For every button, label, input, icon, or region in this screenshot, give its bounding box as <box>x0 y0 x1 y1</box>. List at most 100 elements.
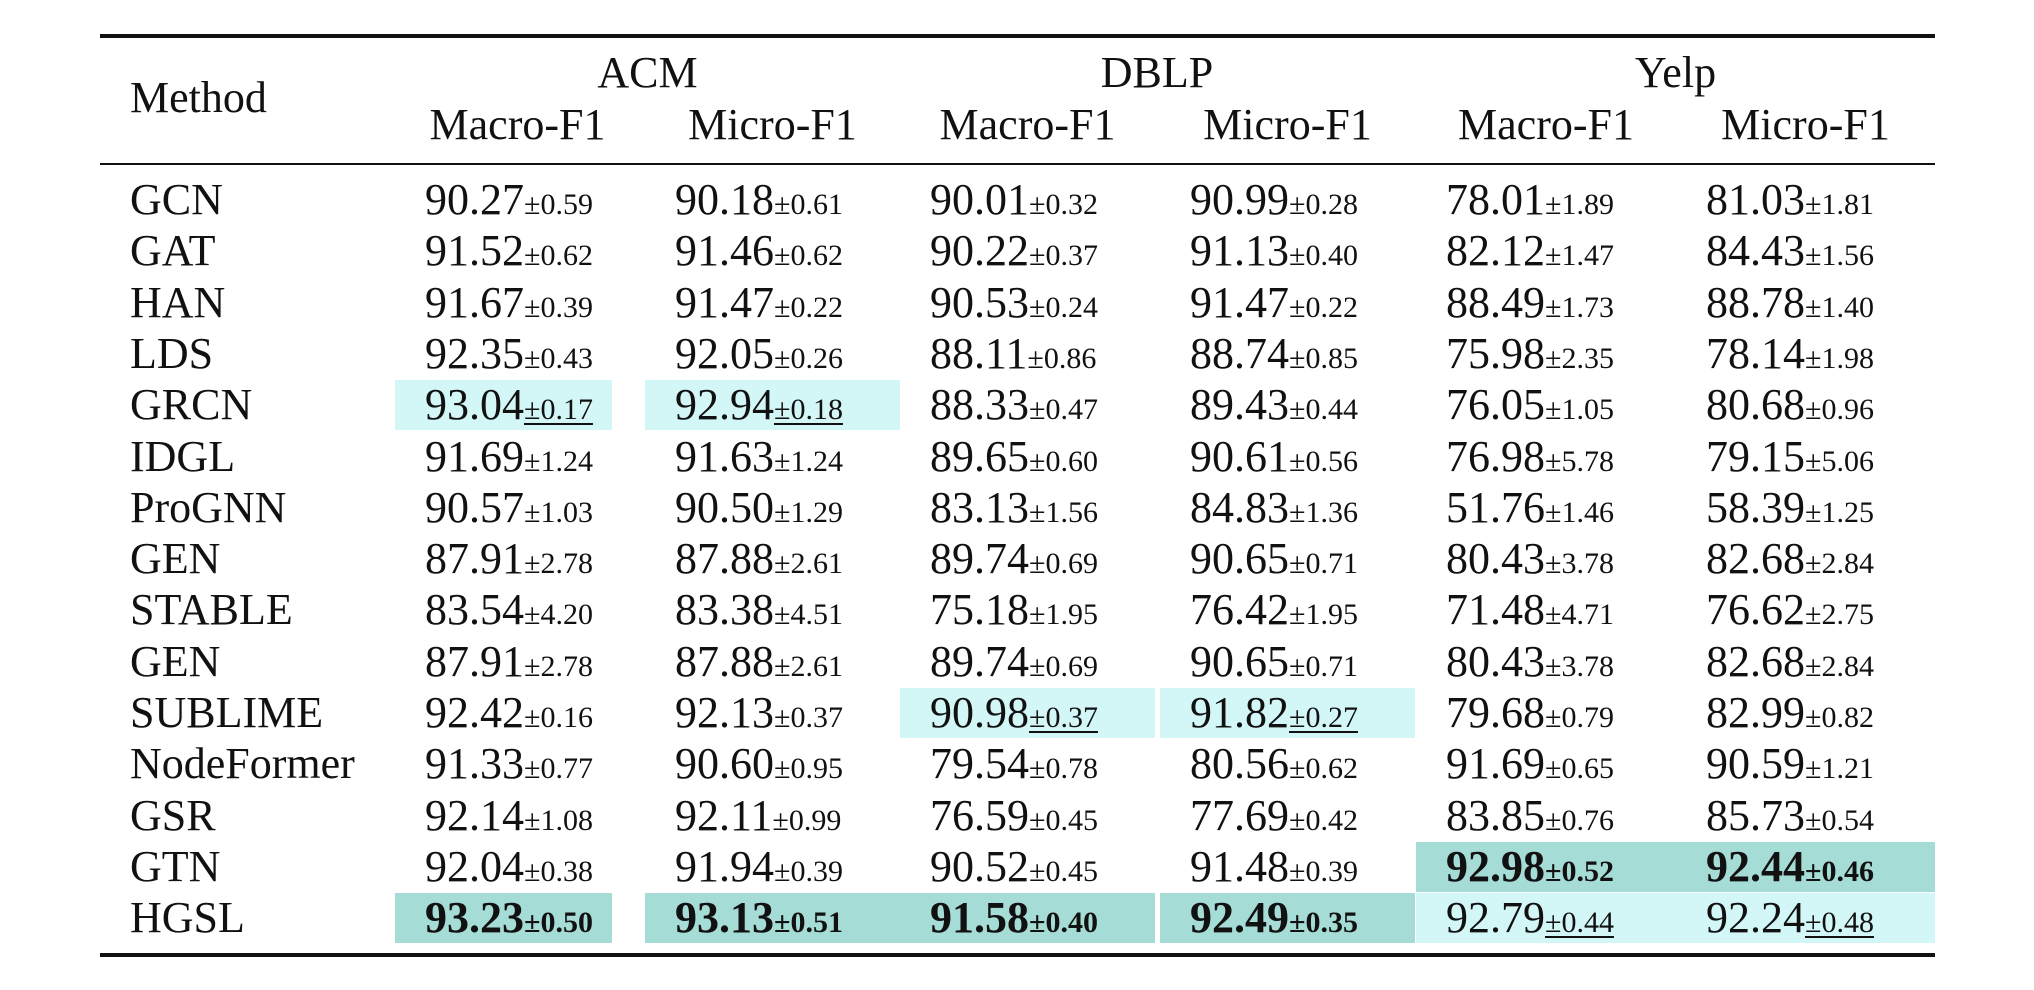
cell-dblp-micro: 89.43±0.44 <box>1160 380 1415 430</box>
cell-std: ±0.45 <box>1029 803 1098 837</box>
cell-value: 84.83 <box>1190 482 1289 532</box>
method-name: GEN <box>130 636 221 686</box>
cell-value: 88.11 <box>930 328 1028 378</box>
cell-std: ±0.51 <box>774 906 843 940</box>
cell-yelp-macro: 80.43±3.78 <box>1416 534 1676 584</box>
cell-acm-micro: 91.94±0.39 <box>645 842 900 892</box>
cell-value: 75.98 <box>1446 328 1545 378</box>
table-row: LDS 92.35±0.43 92.05±0.26 88.11±0.86 88.74±0… <box>0 329 2034 379</box>
cell-std: ±0.86 <box>1027 341 1097 375</box>
cell-yelp-micro: 58.39±1.25 <box>1676 483 1935 533</box>
cell-value: 90.27 <box>425 175 524 224</box>
cell-value: 76.62 <box>1706 585 1805 635</box>
cell-yelp-macro: 79.68±0.79 <box>1416 688 1676 738</box>
cell-value: 80.68 <box>1706 380 1805 430</box>
cell-value: 79.54 <box>930 739 1029 789</box>
cell-value: 88.33 <box>930 380 1029 430</box>
cell-std: ±0.95 <box>774 752 843 786</box>
cell-yelp-micro: 82.99±0.82 <box>1676 688 1935 738</box>
cell-value: 82.99 <box>1706 688 1805 737</box>
cell-std: ±0.48 <box>1805 906 1874 940</box>
cell-value: 90.59 <box>1706 739 1805 789</box>
cell-std: ±0.76 <box>1545 803 1614 837</box>
cell-yelp-macro: 88.49±1.73 <box>1416 278 1676 328</box>
cell-yelp-macro: 92.98±0.52 <box>1416 841 1676 892</box>
cell-value: 92.11 <box>675 790 773 840</box>
cell-acm-macro: 91.67±0.39 <box>395 278 612 328</box>
cell-value: 79.15 <box>1706 431 1805 481</box>
cell-dblp-micro: 90.99±0.28 <box>1160 175 1415 225</box>
cell-dblp-macro: 79.54±0.78 <box>900 739 1155 789</box>
cell-std: ±1.46 <box>1545 495 1614 529</box>
cell-value: 87.91 <box>425 636 524 686</box>
cell-std: ±0.62 <box>774 239 843 273</box>
cell-acm-micro: 92.11±0.99 <box>645 791 900 841</box>
cell-value: 91.47 <box>675 277 774 327</box>
cell-std: ±4.71 <box>1545 598 1614 632</box>
cell-std: ±0.52 <box>1545 854 1614 888</box>
cell-dblp-macro: 91.58±0.40 <box>900 893 1155 944</box>
cell-value: 82.68 <box>1706 636 1805 686</box>
cell-dblp-macro: 89.74±0.69 <box>900 534 1155 584</box>
method-name: LDS <box>130 328 214 378</box>
method-name: IDGL <box>130 431 236 481</box>
cell-std: ±0.59 <box>524 188 593 221</box>
cell-dblp-micro: 90.65±0.71 <box>1160 637 1415 687</box>
cell-std: ±2.84 <box>1805 649 1874 683</box>
cell-value: 90.18 <box>675 175 774 224</box>
cell-value: 90.57 <box>425 482 524 532</box>
table-row: STABLE 83.54±4.20 83.38±4.51 75.18±1.95 76.4… <box>0 585 2034 635</box>
cell-value: 90.98 <box>930 688 1029 737</box>
cell-yelp-micro: 82.68±2.84 <box>1676 534 1935 584</box>
group-header-yelp: Yelp <box>1634 48 1717 97</box>
cell-value: 89.43 <box>1190 380 1289 430</box>
cell-acm-micro: 92.94±0.18 <box>645 380 900 431</box>
cell-acm-macro: 87.91±2.78 <box>395 534 612 584</box>
cell-value: 93.04 <box>425 380 524 430</box>
cell-value: 90.52 <box>930 841 1029 891</box>
cell-dblp-macro: 88.33±0.47 <box>900 380 1155 430</box>
cell-acm-macro: 91.33±0.77 <box>395 739 612 789</box>
cell-yelp-micro: 90.59±1.21 <box>1676 739 1935 789</box>
cell-value: 90.01 <box>930 175 1029 224</box>
cell-dblp-macro: 90.22±0.37 <box>900 226 1155 276</box>
table-row: GRCN 93.04±0.17 92.94±0.18 88.33±0.47 89.43±… <box>0 380 2034 431</box>
cell-value: 88.78 <box>1706 277 1805 327</box>
cell-acm-micro: 92.13±0.37 <box>645 688 900 738</box>
cell-value: 89.74 <box>930 636 1029 686</box>
cell-value: 78.01 <box>1446 175 1545 224</box>
cell-value: 90.22 <box>930 226 1029 276</box>
cell-yelp-micro: 78.14±1.98 <box>1676 329 1935 379</box>
cell-dblp-micro: 80.56±0.62 <box>1160 739 1415 789</box>
cell-value: 90.50 <box>675 482 774 532</box>
cell-yelp-macro: 91.69±0.65 <box>1416 739 1676 789</box>
cell-value: 91.94 <box>675 841 774 891</box>
cell-std: ±0.69 <box>1029 649 1098 683</box>
cell-std: ±1.40 <box>1805 290 1874 324</box>
cell-dblp-macro: 75.18±1.95 <box>900 585 1155 635</box>
cell-value: 79.68 <box>1446 688 1545 737</box>
cell-value: 80.56 <box>1190 739 1289 789</box>
cell-std: ±0.69 <box>1029 547 1098 581</box>
cell-std: ±3.78 <box>1545 649 1614 683</box>
cell-value: 87.91 <box>425 534 524 584</box>
table-row: GAT 91.52±0.62 91.46±0.62 90.22±0.37 91.13±0… <box>0 226 2034 276</box>
cell-std: ±0.78 <box>1029 752 1098 786</box>
cell-value: 91.67 <box>425 277 524 327</box>
cell-std: ±1.95 <box>1289 598 1358 632</box>
cell-acm-micro: 91.47±0.22 <box>645 278 900 328</box>
method-name: GTN <box>130 841 221 891</box>
cell-value: 90.61 <box>1190 431 1289 481</box>
cell-value: 75.18 <box>930 585 1029 635</box>
table-row: GTN 92.04±0.38 91.94±0.39 90.52±0.45 91.48±0… <box>0 841 2034 892</box>
cell-dblp-micro: 90.65±0.71 <box>1160 534 1415 584</box>
cell-std: ±2.61 <box>774 649 843 683</box>
cell-std: ±4.51 <box>774 598 843 632</box>
cell-std: ±0.37 <box>774 701 843 734</box>
cell-std: ±1.24 <box>774 444 843 478</box>
cell-acm-micro: 90.50±1.29 <box>645 483 900 533</box>
table-row: GCN 90.27±0.59 90.18±0.61 90.01±0.32 90.99±0… <box>0 175 2034 225</box>
cell-std: ±0.46 <box>1805 854 1874 888</box>
cell-yelp-macro: 75.98±2.35 <box>1416 329 1676 379</box>
cell-yelp-macro: 78.01±1.89 <box>1416 175 1676 225</box>
